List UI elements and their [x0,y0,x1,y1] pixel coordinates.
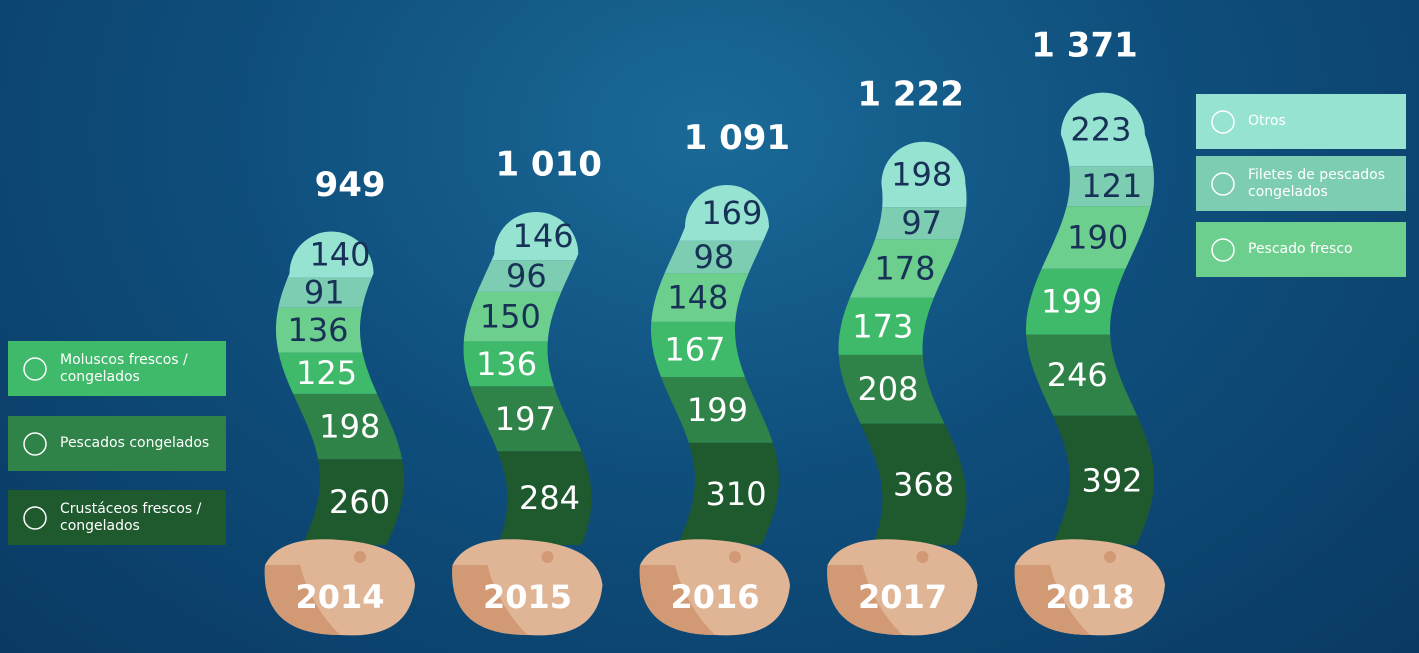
value-label: 284 [519,479,580,517]
value-label: 198 [319,408,380,446]
year-label: 2017 [858,578,947,616]
legend-icon [20,354,50,384]
year-label: 2014 [295,578,384,616]
value-label: 223 [1070,110,1131,148]
value-label: 140 [309,236,370,274]
legend-item: Otros [1196,94,1406,149]
icon-shape [1212,111,1234,133]
rock-dot [542,551,554,563]
legend-label: Otros [1248,113,1286,130]
value-label: 148 [667,279,728,317]
value-label: 125 [296,354,357,392]
value-label: 91 [304,274,345,312]
icon-shape [24,358,46,380]
total-label: 1 010 [495,145,601,185]
legend-icon [1208,169,1238,199]
value-label: 310 [705,475,766,513]
total-label: 949 [315,165,386,205]
value-label: 97 [901,204,942,242]
value-label: 136 [476,345,537,383]
legend-label: Moluscos frescos / congelados [60,352,226,386]
value-label: 190 [1067,218,1128,256]
icon-shape [1212,239,1234,261]
value-label: 150 [480,298,541,336]
value-label: 392 [1081,461,1142,499]
total-label: 1 222 [857,75,963,115]
value-label: 169 [701,194,762,232]
value-label: 368 [893,465,954,503]
rock-dot [354,551,366,563]
value-label: 173 [852,307,913,345]
legend-item: Pescado fresco [1196,222,1406,277]
total-label: 1 091 [684,118,790,158]
legend-icon [1208,107,1238,137]
year-label: 2016 [670,578,759,616]
value-label: 199 [1041,283,1102,321]
legend-label: Filetes de pescados congelados [1248,167,1406,201]
icon-shape [1212,173,1234,195]
legend-item: Crustáceos frescos / congelados [8,490,226,545]
rock-dot [729,551,741,563]
value-label: 146 [513,217,574,255]
value-label: 199 [687,391,748,429]
legend-label: Pescado fresco [1248,241,1353,258]
value-label: 178 [874,249,935,287]
legend-label: Pescados congelados [60,435,209,452]
legend-item: Filetes de pescados congelados [1196,156,1406,211]
legend-label: Crustáceos frescos / congelados [60,501,226,535]
rock-dot [917,551,929,563]
infographic: 2601981251369114094920142841971361509614… [0,0,1419,653]
value-label: 96 [506,257,547,295]
value-label: 167 [664,330,725,368]
value-label: 197 [495,400,556,438]
value-label: 98 [694,238,735,276]
value-label: 136 [287,311,348,349]
icon-shape [24,507,46,529]
value-label: 121 [1081,167,1142,205]
value-label: 246 [1047,356,1108,394]
year-label: 2018 [1045,578,1134,616]
legend-icon [20,503,50,533]
value-label: 208 [857,370,918,408]
total-label: 1 371 [1031,26,1137,66]
value-label: 260 [329,483,390,521]
legend-item: Moluscos frescos / congelados [8,341,226,396]
legend-item: Pescados congelados [8,416,226,471]
year-label: 2015 [483,578,572,616]
icon-shape [24,433,46,455]
rock-dot [1104,551,1116,563]
legend-icon [20,429,50,459]
legend-icon [1208,235,1238,265]
value-label: 198 [891,155,952,193]
